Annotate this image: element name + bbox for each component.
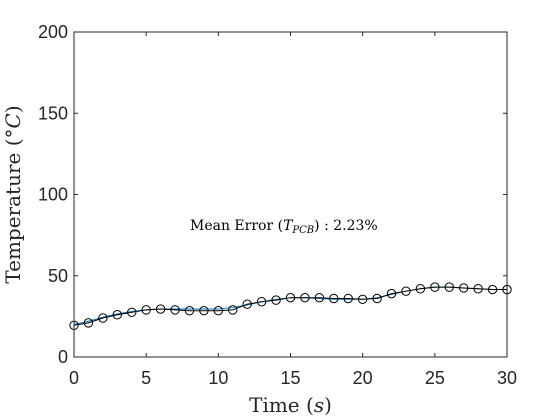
y-axis-label-text: Temperature (° <box>1 128 25 283</box>
data-point-marker <box>459 283 469 293</box>
y-axis-label-var: C <box>1 113 25 128</box>
x-tick-label: 10 <box>208 368 228 388</box>
data-point-marker <box>228 305 238 315</box>
y-tick-label: 150 <box>38 103 68 123</box>
data-point-marker <box>141 305 151 315</box>
mean-error-annotation: Mean Error (TPCB) : 2.23% <box>190 218 378 236</box>
y-axis-label-close: ) <box>1 105 25 113</box>
data-point-marker <box>155 304 166 314</box>
x-axis-label: Time (s) <box>249 393 332 417</box>
x-axis-label-close: ) <box>324 393 332 417</box>
y-tick-label: 100 <box>38 185 68 205</box>
annotation-sub: PCB <box>291 225 314 236</box>
y-tick-label: 50 <box>48 266 68 286</box>
x-axis-label-text: Time ( <box>249 393 314 417</box>
x-axis-label-var: s <box>314 393 324 417</box>
x-tick-label: 15 <box>280 368 300 388</box>
y-tick-label: 0 <box>58 347 68 367</box>
data-point-marker <box>357 294 368 305</box>
data-point-marker <box>401 286 411 296</box>
data-point-marker <box>343 293 353 304</box>
data-point-marker <box>170 305 180 315</box>
annotation-suffix: ) : 2.23% <box>314 218 378 234</box>
y-tick-label: 200 <box>38 22 68 42</box>
annotation-var: T <box>283 218 294 234</box>
data-point-marker <box>213 305 224 316</box>
data-point-marker <box>415 284 426 294</box>
data-point-marker <box>98 313 108 323</box>
data-point-marker <box>285 292 296 303</box>
data-point-marker <box>386 288 397 299</box>
tick-layer: 0 5 10 15 20 25 30 0 50 100 150 200 <box>38 22 517 388</box>
data-point-marker <box>199 305 209 316</box>
x-tick-label: 0 <box>69 368 79 388</box>
x-tick-label: 5 <box>141 368 151 388</box>
data-point-marker <box>242 299 252 309</box>
data-point-marker <box>300 292 310 303</box>
data-point-marker <box>372 293 382 304</box>
plot-area <box>74 32 507 357</box>
data-point-marker <box>112 310 123 320</box>
data-point-marker <box>329 293 339 304</box>
x-tick-label: 30 <box>497 368 517 388</box>
data-point-marker <box>256 297 267 307</box>
data-point-marker <box>314 292 325 303</box>
data-point-marker <box>184 305 195 316</box>
x-tick-label: 25 <box>425 368 445 388</box>
y-axis-label: Temperature (°C) <box>1 105 25 283</box>
data-point-marker <box>83 318 94 328</box>
data-point-marker <box>430 282 440 292</box>
data-point-marker <box>127 307 137 318</box>
data-point-marker <box>271 295 281 305</box>
data-point-marker <box>444 282 454 292</box>
series-line-measured <box>73 286 507 326</box>
annotation-prefix: Mean Error ( <box>190 218 283 234</box>
x-tick-label: 20 <box>353 368 373 388</box>
series-layer <box>69 282 512 331</box>
data-point-marker <box>473 284 483 294</box>
data-point-marker <box>487 284 498 295</box>
